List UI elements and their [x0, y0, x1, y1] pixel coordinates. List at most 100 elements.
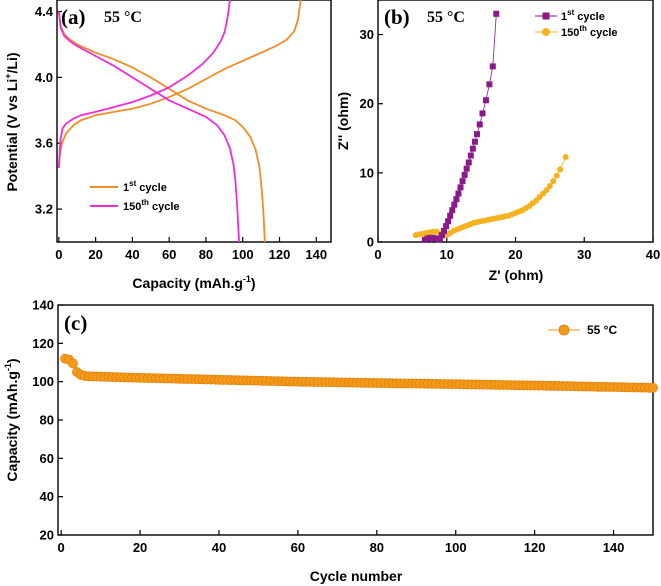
a-xtick-label: 60	[162, 247, 176, 262]
legend-b-label-2: 150th cycle	[561, 24, 618, 39]
b-point-1st	[436, 235, 443, 242]
b-point-1st	[441, 227, 447, 234]
c-ytick-label: 140	[32, 298, 54, 313]
b-point-1st	[457, 184, 464, 191]
legend-a-1-rest: cycle	[136, 182, 167, 194]
panel-b: 0 10 20 30 40 0 10 20 30 (b) 55 °C 1st cycle 150…	[335, 0, 660, 283]
b-ytick-label: 20	[360, 96, 374, 111]
a-ylabel-base: Potential (V vs Li	[4, 79, 20, 192]
a-ylabel-sup: +	[3, 73, 13, 78]
a-series-line-4	[57, 11, 240, 243]
b-xtick-label: 20	[508, 247, 522, 262]
panel-c-frame	[57, 304, 654, 536]
b-point-1st	[486, 81, 493, 88]
legend-a-label-1: 1st cycle	[123, 179, 167, 194]
legend-b-1-base: 1	[561, 11, 567, 23]
b-point-1st	[482, 97, 489, 104]
a-ytick-label: 3.6	[35, 136, 53, 151]
legend-b-2-sup: th	[579, 24, 587, 33]
b-point-1st	[463, 165, 470, 172]
legend-b-1-sup: st	[567, 8, 574, 17]
b-ytick-label: 10	[360, 165, 374, 180]
a-ylabel-end: /Li)	[4, 52, 20, 73]
legend-b-2-rest: cycle	[587, 27, 618, 39]
legend-a-1-base: 1	[123, 182, 129, 194]
a-ytick-label: 4.4	[35, 4, 54, 19]
b-ytick-label: 30	[360, 27, 374, 42]
panel-b-ylabel: Z'' (ohm)	[335, 92, 351, 150]
a-xtick-label: 0	[55, 247, 62, 262]
panel-a-ticks: 0 20 40 60 80 100 120 140 3.2 3.6 4.0 4.4	[35, 4, 327, 262]
b-point-150th	[557, 166, 564, 173]
panel-a-frame	[56, 0, 332, 243]
c-ytick-label: 120	[32, 336, 54, 351]
panel-a: 0 20 40 60 80 100 120 140 3.2 3.6 4.0 4.4 (a) 55 °C…	[3, 0, 332, 291]
b-point-1st	[467, 152, 474, 159]
b-point-1st	[443, 223, 450, 230]
panel-a-curves	[57, 0, 302, 243]
c-ylabel-base: Capacity (mAh.g	[4, 371, 20, 481]
panel-c-ylabel: Capacity (mAh.g-1)	[3, 358, 20, 481]
legend-b-marker-2	[542, 28, 550, 36]
a-xtick-label: 80	[199, 247, 213, 262]
b-point-1st	[453, 196, 460, 203]
legend-a-2-base: 150	[123, 201, 141, 213]
legend-c-marker	[558, 324, 570, 336]
c-ytick-label: 40	[40, 489, 54, 504]
legend-b-marker-1	[542, 12, 550, 20]
b-point-1st	[449, 207, 456, 214]
b-point-1st	[461, 171, 468, 178]
a-xtick-label: 40	[125, 247, 139, 262]
b-point-1st	[451, 201, 458, 208]
a-series-line-1	[57, 0, 302, 168]
b-xtick-label: 40	[646, 247, 660, 262]
b-point-1st	[489, 63, 496, 70]
c-xtick-label: 120	[524, 540, 546, 555]
a-xtick-label: 100	[232, 247, 254, 262]
c-point	[648, 382, 658, 393]
c-xtick-label: 80	[370, 540, 384, 555]
b-point-150th	[543, 187, 550, 194]
a-ytick-label: 4.0	[35, 70, 53, 85]
b-point-150th	[553, 172, 560, 179]
c-ylabel-sup: -1	[3, 363, 13, 371]
panel-b-xlabel: Z' (ohm)	[489, 267, 544, 283]
b-point-150th	[546, 182, 553, 189]
b-point-1st	[445, 218, 452, 225]
a-series-line-3	[57, 0, 231, 168]
panel-b-ticks: 0 10 20 30 40 0 10 20 30	[360, 27, 661, 262]
c-ytick-label: 60	[40, 451, 54, 466]
legend-a-2-sup: th	[141, 198, 149, 207]
b-point-150th	[562, 153, 569, 160]
b-point-1st	[455, 190, 462, 197]
panel-c-xlabel: Cycle number	[310, 568, 403, 584]
b-point-1st	[465, 159, 472, 166]
legend-b-2-base: 150	[561, 27, 579, 39]
a-xlabel-sup: -1	[243, 274, 251, 284]
c-xtick-label: 20	[133, 540, 147, 555]
c-ytick-label: 20	[40, 528, 54, 543]
panel-b-temperature: 55 °C	[427, 9, 465, 26]
b-xtick-label: 0	[374, 247, 381, 262]
b-ytick-label: 0	[367, 235, 374, 250]
b-point-1st	[471, 138, 478, 145]
b-point-1st	[447, 212, 454, 219]
a-xlabel-base: Capacity (mAh.g	[132, 275, 242, 291]
a-xtick-label: 120	[269, 247, 291, 262]
legend-c-label: 55 °C	[587, 323, 617, 337]
c-point	[68, 358, 78, 369]
panel-a-label: (a)	[61, 5, 86, 29]
b-point-1st	[474, 131, 480, 138]
a-xtick-label: 140	[305, 247, 327, 262]
legend-b-1-rest: cycle	[574, 11, 605, 23]
c-ytick-label: 80	[40, 413, 54, 428]
b-point-1st	[459, 178, 466, 185]
b-point-1st	[469, 145, 476, 152]
legend-b-label-1: 1st cycle	[561, 8, 605, 23]
panel-b-points	[412, 10, 569, 243]
a-xlabel-end: )	[251, 275, 256, 291]
b-xtick-label: 10	[440, 247, 454, 262]
b-point-1st	[438, 232, 445, 239]
